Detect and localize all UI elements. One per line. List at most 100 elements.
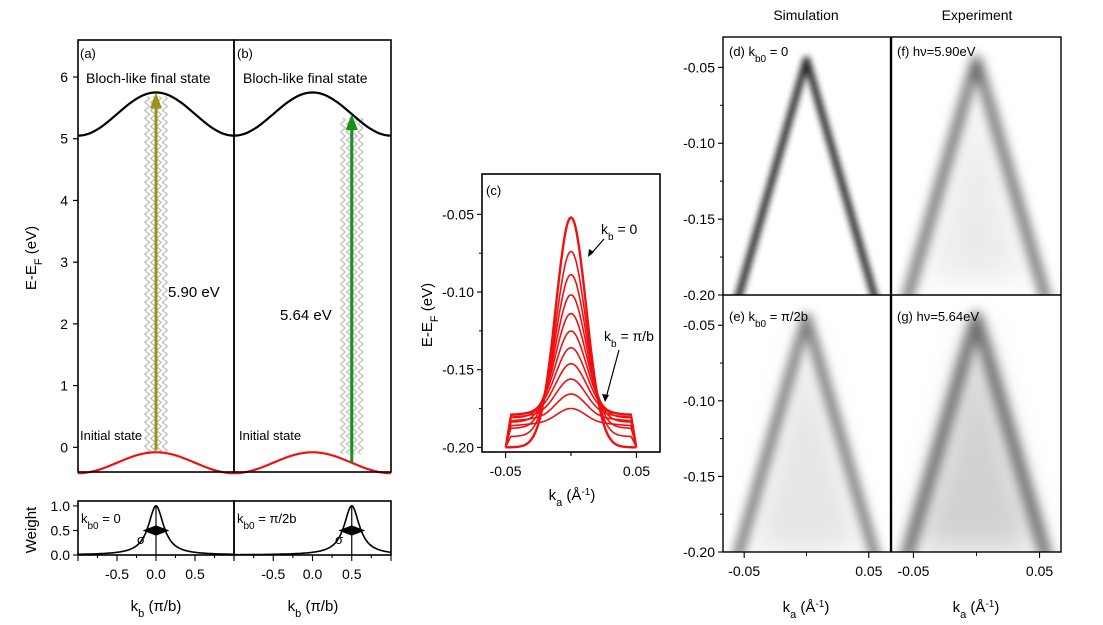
weight-panel-b: kb0 = π/2b σ -0.5 0.0 0.5 kb (π/b) <box>233 500 392 620</box>
x-tick-label: -0.5 <box>261 566 285 582</box>
x-tick-label-hm: -0.05 <box>728 563 760 579</box>
x-tick-label-hm: -0.05 <box>897 563 929 579</box>
y-tick-label-a: 3 <box>60 254 68 270</box>
y-tick-label-hm: -0.10 <box>683 393 715 409</box>
sigma-marker-a <box>142 504 170 555</box>
y-tick-label-weight: 0.5 <box>51 522 71 538</box>
y-tick-label-weight: 1.0 <box>51 498 71 514</box>
diffuse-fill-f <box>926 82 1027 280</box>
y-tick-label-c: -0.20 <box>442 439 474 455</box>
dispersion-d <box>735 56 878 295</box>
final-state-label-a: Bloch-like final state <box>86 70 211 86</box>
annotation-kb-0: kb = 0 <box>601 221 638 243</box>
heatmap-d <box>723 37 890 295</box>
x-axis-title-weight-b: kb (π/b) <box>288 598 339 620</box>
x-axis-title-c: ka (Å-1) <box>549 487 596 510</box>
y-axis-ticks-a: 6 5 4 3 2 1 0 <box>60 69 78 455</box>
initial-state-curve-b <box>234 451 391 475</box>
x-axis-ticks-weight-a: -0.5 0.0 0.5 <box>77 555 235 582</box>
panel-label-c: (c) <box>486 183 501 198</box>
x-axis-ticks-e: -0.05 0.05 <box>728 552 883 579</box>
zigzag-column <box>161 96 169 453</box>
y-tick-label-hm: -0.20 <box>683 544 715 560</box>
panel-label-e: (e) kb0 = π/2b <box>729 309 808 330</box>
y-axis-title-weight: Weight <box>23 506 40 553</box>
y-tick-label-a: 6 <box>60 69 68 85</box>
x-axis-title-e: ka (Å-1) <box>783 599 830 622</box>
band-series-0 <box>505 216 637 449</box>
x-tick-label-hm: 0.05 <box>1026 563 1053 579</box>
y-tick-label-c: -0.15 <box>442 362 474 378</box>
k-b0-note-a: kb0 = 0 <box>81 511 121 532</box>
heatmap-g <box>892 295 1061 552</box>
zigzag-column <box>351 117 358 455</box>
y-tick-label-a: 5 <box>60 131 68 147</box>
panel-c: (c) kb = 0 kb = π/b -0.05 -0.10 -0.15 -0.20… <box>419 173 661 510</box>
photon-energy-label-a: 5.90 eV <box>168 284 220 301</box>
band-series-9 <box>504 393 638 448</box>
photon-energy-label-b: 5.64 eV <box>280 307 332 324</box>
broadening-zigzag-b <box>339 117 364 455</box>
x-tick-label: 0.5 <box>342 566 362 582</box>
dispersion-branch-f <box>903 55 1050 295</box>
sigma-marker-b <box>338 504 366 555</box>
x-tick-label-c: -0.05 <box>490 463 522 479</box>
zigzag-column <box>143 96 151 453</box>
zigzag-column <box>345 117 353 455</box>
diffuse-e <box>750 325 863 552</box>
initial-state-curve-a <box>78 451 234 475</box>
x-tick-label: 0.0 <box>303 566 323 582</box>
y-axis-ticks-weight: 1.0 0.5 0.0 <box>51 498 78 563</box>
panel-label-f: (f) hν=5.90eV <box>897 44 976 59</box>
y-tick-label-hm: -0.05 <box>683 59 715 75</box>
dispersion-branch-g <box>901 311 1052 552</box>
y-axis-ticks-d: -0.05 -0.10 -0.15 -0.20 <box>683 59 723 303</box>
annotation-arrowhead-top <box>588 249 594 257</box>
x-tick-label-hm: 0.05 <box>855 563 882 579</box>
panel-label-d: (d) kb0 = 0 <box>729 44 788 65</box>
y-tick-label-a: 1 <box>60 378 68 394</box>
x-axis-title-g: ka (Å-1) <box>953 599 1000 622</box>
plot-frame-weight-b <box>233 500 392 556</box>
x-axis-ticks-weight-b: -0.5 0.0 0.5 <box>233 555 392 582</box>
panel-label-a: (a) <box>80 46 96 61</box>
sigma-arrow-left <box>338 525 352 536</box>
dispersion-e <box>733 312 880 552</box>
band-series-2 <box>504 273 638 448</box>
final-state-curve-b <box>233 91 392 137</box>
zigzag-column <box>155 96 163 453</box>
diffuse-fill-e <box>750 325 863 552</box>
final-state-label-b: Bloch-like final state <box>243 70 368 86</box>
y-tick-label-a: 2 <box>60 316 68 332</box>
panel-label-b: (b) <box>237 46 253 61</box>
band-series-8 <box>504 378 638 448</box>
initial-state-label-b: Initial state <box>239 428 301 443</box>
panel-a: (a) Bloch-like final state Initial state… <box>23 39 235 475</box>
zigzag-column <box>357 117 364 455</box>
x-tick-label: 0.0 <box>146 566 166 582</box>
arrowhead-a <box>150 92 162 109</box>
x-tick-label-c: 0.05 <box>623 463 650 479</box>
heatmap-f <box>892 37 1061 295</box>
y-axis-title-a: E-EF (eV) <box>23 226 45 290</box>
x-tick-label: 0.5 <box>185 566 205 582</box>
y-tick-label-c: -0.10 <box>442 284 474 300</box>
y-axis-title-c: E-EF (eV) <box>419 283 441 347</box>
dispersion-f <box>903 55 1050 295</box>
diffuse-d-f <box>926 82 1027 280</box>
y-tick-label-hm: -0.05 <box>683 317 715 333</box>
annotation-arrowhead-bottom <box>602 394 609 402</box>
band-series-7 <box>504 362 638 448</box>
band-series-5 <box>504 330 638 448</box>
broadening-zigzag-a <box>143 96 169 453</box>
k-b0-note-b: kb0 = π/2b <box>237 511 296 532</box>
sigma-label-b: σ <box>335 532 343 547</box>
dispersion-g <box>901 311 1052 552</box>
annotation-kb-pi: kb = π/b <box>604 328 654 350</box>
band-series-c <box>504 216 638 449</box>
x-axis-title-weight-a: kb (π/b) <box>131 598 182 620</box>
y-tick-label-a: 0 <box>60 439 68 455</box>
x-tick-label: -0.5 <box>105 566 129 582</box>
initial-state-label-a: Initial state <box>80 428 142 443</box>
